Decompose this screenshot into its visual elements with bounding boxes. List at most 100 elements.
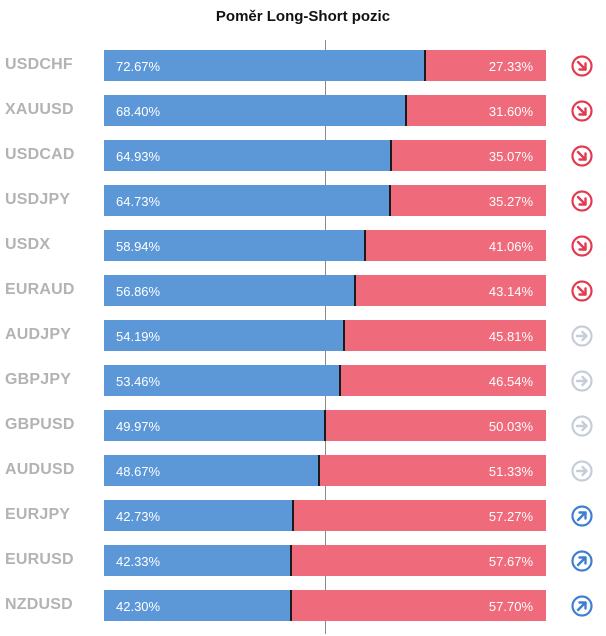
short-segment bbox=[319, 455, 546, 486]
long-percentage-label: 64.93% bbox=[116, 149, 161, 164]
long-segment bbox=[104, 95, 406, 126]
symbol-label: EURAUD bbox=[5, 281, 75, 298]
long-percentage-label: 72.67% bbox=[116, 59, 161, 74]
long-percentage-label: 48.67% bbox=[116, 464, 161, 479]
long-percentage-label: 42.30% bbox=[116, 599, 161, 614]
short-percentage-label: 31.60% bbox=[488, 104, 533, 119]
symbol-label: USDX bbox=[5, 236, 51, 253]
symbol-label: EURJPY bbox=[5, 506, 71, 523]
short-segment bbox=[355, 275, 546, 306]
segment-divider bbox=[405, 95, 407, 126]
arrow-up-icon bbox=[571, 505, 593, 527]
pair-row: EURAUD 56.86% 43.14% bbox=[0, 275, 606, 306]
short-percentage-label: 57.67% bbox=[488, 554, 533, 569]
short-segment bbox=[365, 230, 546, 261]
long-percentage-label: 42.73% bbox=[116, 509, 161, 524]
pair-row: GBPUSD 49.97% 50.03% bbox=[0, 410, 606, 441]
symbol-label: AUDJPY bbox=[5, 326, 72, 343]
arrow-down-icon bbox=[571, 145, 593, 167]
pair-row: GBPJPY 53.46% 46.54% bbox=[0, 365, 606, 396]
arrow-neutral-icon bbox=[571, 370, 593, 392]
ratio-bar: 48.67% 51.33% bbox=[104, 455, 546, 486]
arrow-down-icon bbox=[571, 190, 593, 212]
short-segment bbox=[340, 365, 546, 396]
short-segment bbox=[293, 500, 546, 531]
pair-row: AUDJPY 54.19% 45.81% bbox=[0, 320, 606, 351]
symbol-label: USDCHF bbox=[5, 56, 73, 73]
short-percentage-label: 41.06% bbox=[488, 239, 533, 254]
short-percentage-label: 51.33% bbox=[488, 464, 533, 479]
symbol-label: EURUSD bbox=[5, 551, 74, 568]
ratio-bar: 56.86% 43.14% bbox=[104, 275, 546, 306]
symbol-label: GBPJPY bbox=[5, 371, 72, 388]
short-segment bbox=[425, 50, 546, 81]
ratio-bar: 64.73% 35.27% bbox=[104, 185, 546, 216]
ratio-bar: 72.67% 27.33% bbox=[104, 50, 546, 81]
short-segment bbox=[291, 590, 546, 621]
long-segment bbox=[104, 185, 390, 216]
ratio-bar: 42.73% 57.27% bbox=[104, 500, 546, 531]
long-percentage-label: 49.97% bbox=[116, 419, 161, 434]
pair-row: USDCHF 72.67% 27.33% bbox=[0, 50, 606, 81]
pair-row: EURJPY 42.73% 57.27% bbox=[0, 500, 606, 531]
long-segment bbox=[104, 230, 365, 261]
long-segment bbox=[104, 365, 340, 396]
long-percentage-label: 53.46% bbox=[116, 374, 161, 389]
segment-divider bbox=[343, 320, 345, 351]
pair-row: AUDUSD 48.67% 51.33% bbox=[0, 455, 606, 486]
pair-row: XAUUSD 68.40% 31.60% bbox=[0, 95, 606, 126]
short-percentage-label: 57.70% bbox=[488, 599, 533, 614]
long-segment bbox=[104, 275, 355, 306]
arrow-up-icon bbox=[571, 595, 593, 617]
ratio-bar: 42.30% 57.70% bbox=[104, 590, 546, 621]
symbol-label: USDJPY bbox=[5, 191, 71, 208]
short-segment bbox=[291, 545, 546, 576]
pair-row: NZDUSD 42.30% 57.70% bbox=[0, 590, 606, 621]
long-percentage-label: 42.33% bbox=[116, 554, 161, 569]
arrow-neutral-icon bbox=[571, 460, 593, 482]
arrow-down-icon bbox=[571, 55, 593, 77]
long-percentage-label: 64.73% bbox=[116, 194, 161, 209]
ratio-bar: 58.94% 41.06% bbox=[104, 230, 546, 261]
long-segment bbox=[104, 410, 325, 441]
long-segment bbox=[104, 50, 425, 81]
arrow-neutral-icon bbox=[571, 415, 593, 437]
segment-divider bbox=[424, 50, 426, 81]
segment-divider bbox=[364, 230, 366, 261]
long-segment bbox=[104, 500, 293, 531]
ratio-bar: 53.46% 46.54% bbox=[104, 365, 546, 396]
long-percentage-label: 54.19% bbox=[116, 329, 161, 344]
symbol-label: NZDUSD bbox=[5, 596, 73, 613]
short-segment bbox=[390, 185, 546, 216]
short-percentage-label: 57.27% bbox=[488, 509, 533, 524]
short-percentage-label: 35.27% bbox=[488, 194, 533, 209]
segment-divider bbox=[292, 500, 294, 531]
ratio-bar: 68.40% 31.60% bbox=[104, 95, 546, 126]
ratio-bar: 64.93% 35.07% bbox=[104, 140, 546, 171]
short-percentage-label: 43.14% bbox=[488, 284, 533, 299]
pair-row: USDJPY 64.73% 35.27% bbox=[0, 185, 606, 216]
symbol-label: XAUUSD bbox=[5, 101, 74, 118]
short-segment bbox=[325, 410, 546, 441]
segment-divider bbox=[318, 455, 320, 486]
arrow-down-icon bbox=[571, 280, 593, 302]
chart-title: Poměr Long-Short pozic bbox=[215, 8, 391, 25]
segment-divider bbox=[324, 410, 326, 441]
segment-divider bbox=[339, 365, 341, 396]
arrow-down-icon bbox=[571, 100, 593, 122]
pair-row: USDCAD 64.93% 35.07% bbox=[0, 140, 606, 171]
ratio-bar: 42.33% 57.67% bbox=[104, 545, 546, 576]
segment-divider bbox=[389, 185, 391, 216]
long-segment bbox=[104, 455, 319, 486]
segment-divider bbox=[390, 140, 392, 171]
arrow-down-icon bbox=[571, 235, 593, 257]
segment-divider bbox=[290, 545, 292, 576]
symbol-label: GBPUSD bbox=[5, 416, 75, 433]
short-segment bbox=[391, 140, 546, 171]
short-percentage-label: 35.07% bbox=[488, 149, 533, 164]
arrow-neutral-icon bbox=[571, 325, 593, 347]
short-percentage-label: 45.81% bbox=[488, 329, 533, 344]
short-percentage-label: 46.54% bbox=[488, 374, 533, 389]
long-percentage-label: 56.86% bbox=[116, 284, 161, 299]
symbol-label: USDCAD bbox=[5, 146, 75, 163]
